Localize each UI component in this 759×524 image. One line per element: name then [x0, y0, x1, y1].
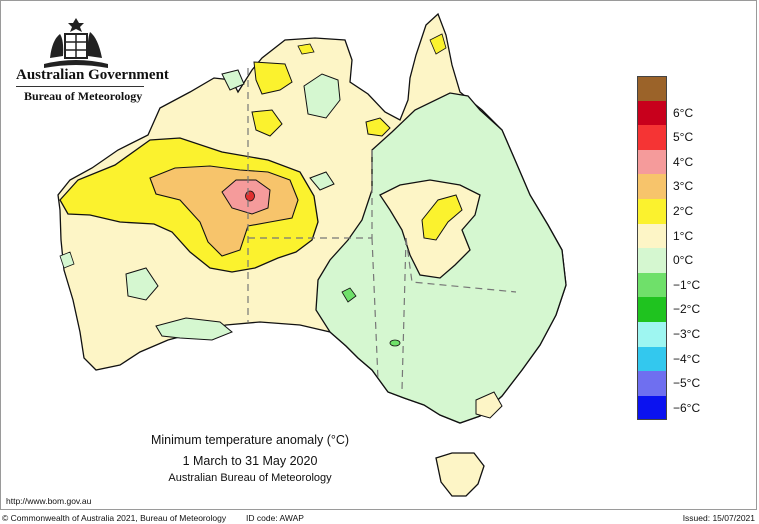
warm-patch-cape	[429, 33, 447, 55]
agency-title: Bureau of Meteorology	[24, 89, 143, 103]
legend-label: −2°C	[673, 302, 701, 317]
legend-label: 2°C	[673, 204, 694, 218]
legend-label: 5°C	[673, 130, 694, 145]
legend-swatch	[637, 272, 667, 298]
legend-swatch	[637, 322, 667, 347]
map-title: Minimum temperature anomaly (°C)	[150, 433, 350, 447]
legend-swatch	[637, 297, 667, 322]
branding-divider	[16, 86, 144, 87]
map-agency: Australian Bureau of Meteorology	[168, 472, 332, 484]
legend-label: 6°C	[673, 105, 694, 120]
warm-patch-top-end	[253, 61, 293, 95]
footer-bar: © Commonwealth of Australia 2021, Bureau…	[0, 511, 759, 524]
commonwealth-coat-of-arms-icon	[44, 18, 108, 68]
government-title: Australian Government	[16, 67, 169, 83]
cool-patch-west-coast	[59, 251, 75, 269]
cool-patch-north	[303, 73, 341, 119]
bom-url-link[interactable]: http://www.bom.gov.au	[6, 496, 92, 506]
map-frame	[0, 0, 757, 510]
warm-patch-gulf	[365, 117, 391, 137]
legend-swatch	[637, 346, 667, 372]
warm-patch-top-end-2	[251, 109, 283, 137]
legend-label: 4°C	[673, 154, 694, 169]
cool-patch-nullarbor	[155, 317, 233, 341]
cool-patch-nt	[309, 171, 335, 191]
warm-anomaly-4-5	[245, 190, 255, 202]
legend-label: −1°C	[673, 277, 701, 292]
legend-swatch	[637, 149, 667, 175]
warm-spot-qld	[421, 194, 463, 241]
legend-swatch	[637, 395, 667, 421]
state-borders	[247, 68, 517, 391]
legend-label: −5°C	[673, 376, 701, 391]
legend-label: −3°C	[673, 327, 701, 341]
legend-label: −6°C	[673, 400, 701, 415]
issued-date-text: Issued: 15/07/2021	[682, 513, 755, 523]
tasmania	[435, 452, 485, 497]
id-code-text: ID code: AWAP	[246, 513, 304, 523]
cool-spot-sa	[341, 287, 357, 303]
legend-swatch	[637, 199, 667, 224]
warm-patch-arnhem	[297, 43, 315, 55]
legend-swatch	[637, 248, 667, 273]
legend-swatch	[637, 76, 667, 101]
legend-label: 1°C	[673, 228, 694, 243]
cool-spot-sa-2	[389, 339, 401, 347]
legend-label: 0°C	[673, 253, 694, 268]
legend-swatch	[637, 174, 667, 199]
legend-swatch	[637, 371, 667, 396]
map-period: 1 March to 31 May 2020	[182, 454, 318, 468]
cool-patch-kimberley	[221, 69, 245, 91]
copyright-text: © Commonwealth of Australia 2021, Bureau…	[2, 513, 227, 523]
legend-swatch	[637, 100, 667, 126]
legend-label: −4°C	[673, 351, 701, 366]
warm-patch-south-coast	[475, 391, 503, 419]
cool-patch-wa	[125, 267, 159, 301]
legend-swatch	[637, 223, 667, 249]
legend-label: 3°C	[673, 179, 694, 194]
legend-swatch	[637, 125, 667, 150]
